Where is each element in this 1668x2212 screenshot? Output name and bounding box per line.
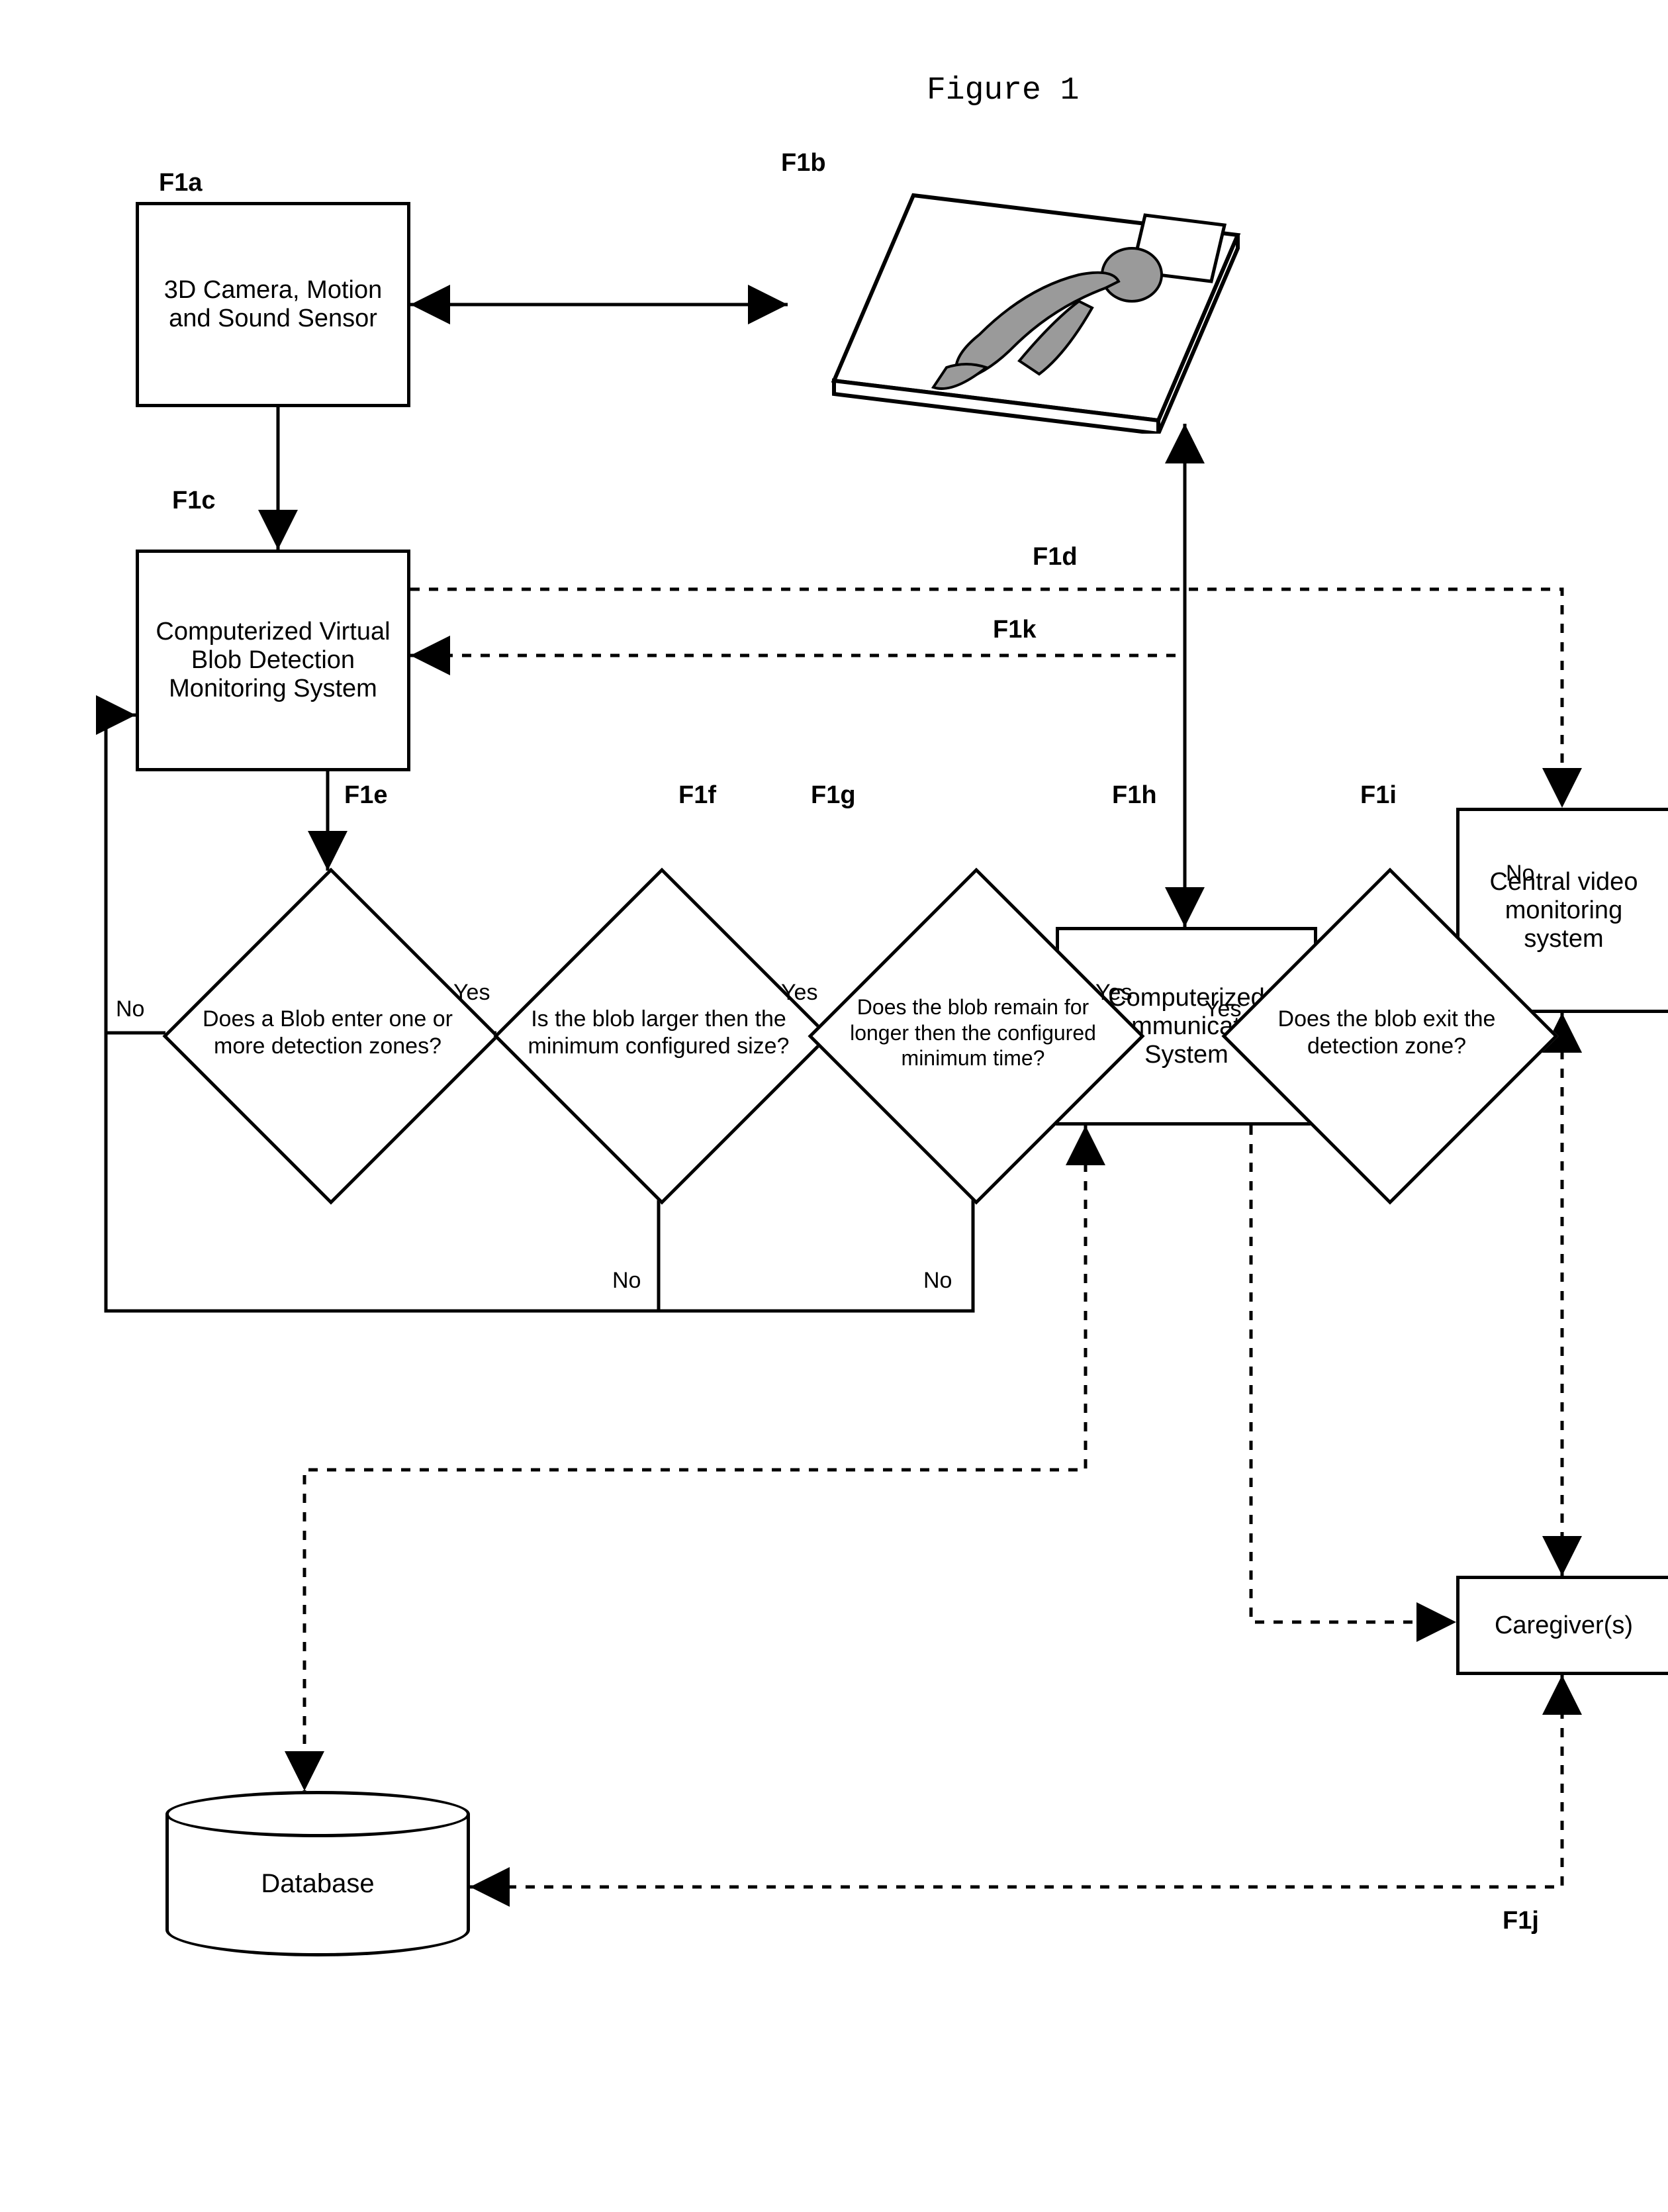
label-f1b: F1b <box>781 149 826 177</box>
label-f1j: F1j <box>1503 1907 1539 1935</box>
label-f1h: F1h <box>1112 781 1157 810</box>
blob-monitoring-box: Computerized Virtual Blob Detection Moni… <box>136 550 410 771</box>
label-f1i: F1i <box>1360 781 1397 810</box>
edge-yes-3: Yes <box>1095 980 1132 1006</box>
edge-yes-4: Yes <box>1205 996 1241 1022</box>
edge-no-1: No <box>116 996 144 1022</box>
edge-no-3: No <box>923 1268 952 1294</box>
decision-blob-size <box>493 867 830 1204</box>
edge-no-2: No <box>612 1268 641 1294</box>
figure-title: Figure 1 <box>927 73 1079 109</box>
label-f1f: F1f <box>678 781 716 810</box>
label-f1g: F1g <box>811 781 856 810</box>
edge-yes-2: Yes <box>781 980 817 1006</box>
database-cylinder: Database <box>165 1814 470 1956</box>
edge-no-4: No <box>1506 861 1534 887</box>
label-f1a: F1a <box>159 169 202 197</box>
decision-blob-enter <box>162 867 499 1204</box>
label-f1k: F1k <box>993 616 1036 644</box>
caregivers-box: Caregiver(s) <box>1456 1576 1668 1675</box>
patient-bed-illustration <box>788 156 1251 434</box>
edge-yes-1: Yes <box>453 980 490 1006</box>
diagram-canvas: Figure 1 3D Camera, Motion and Sound Sen… <box>13 13 1668 2199</box>
label-f1e: F1e <box>344 781 387 810</box>
decision-blob-time <box>808 867 1144 1204</box>
label-f1c: F1c <box>172 487 215 515</box>
camera-sensor-box: 3D Camera, Motion and Sound Sensor <box>136 202 410 407</box>
label-f1d: F1d <box>1033 543 1078 571</box>
